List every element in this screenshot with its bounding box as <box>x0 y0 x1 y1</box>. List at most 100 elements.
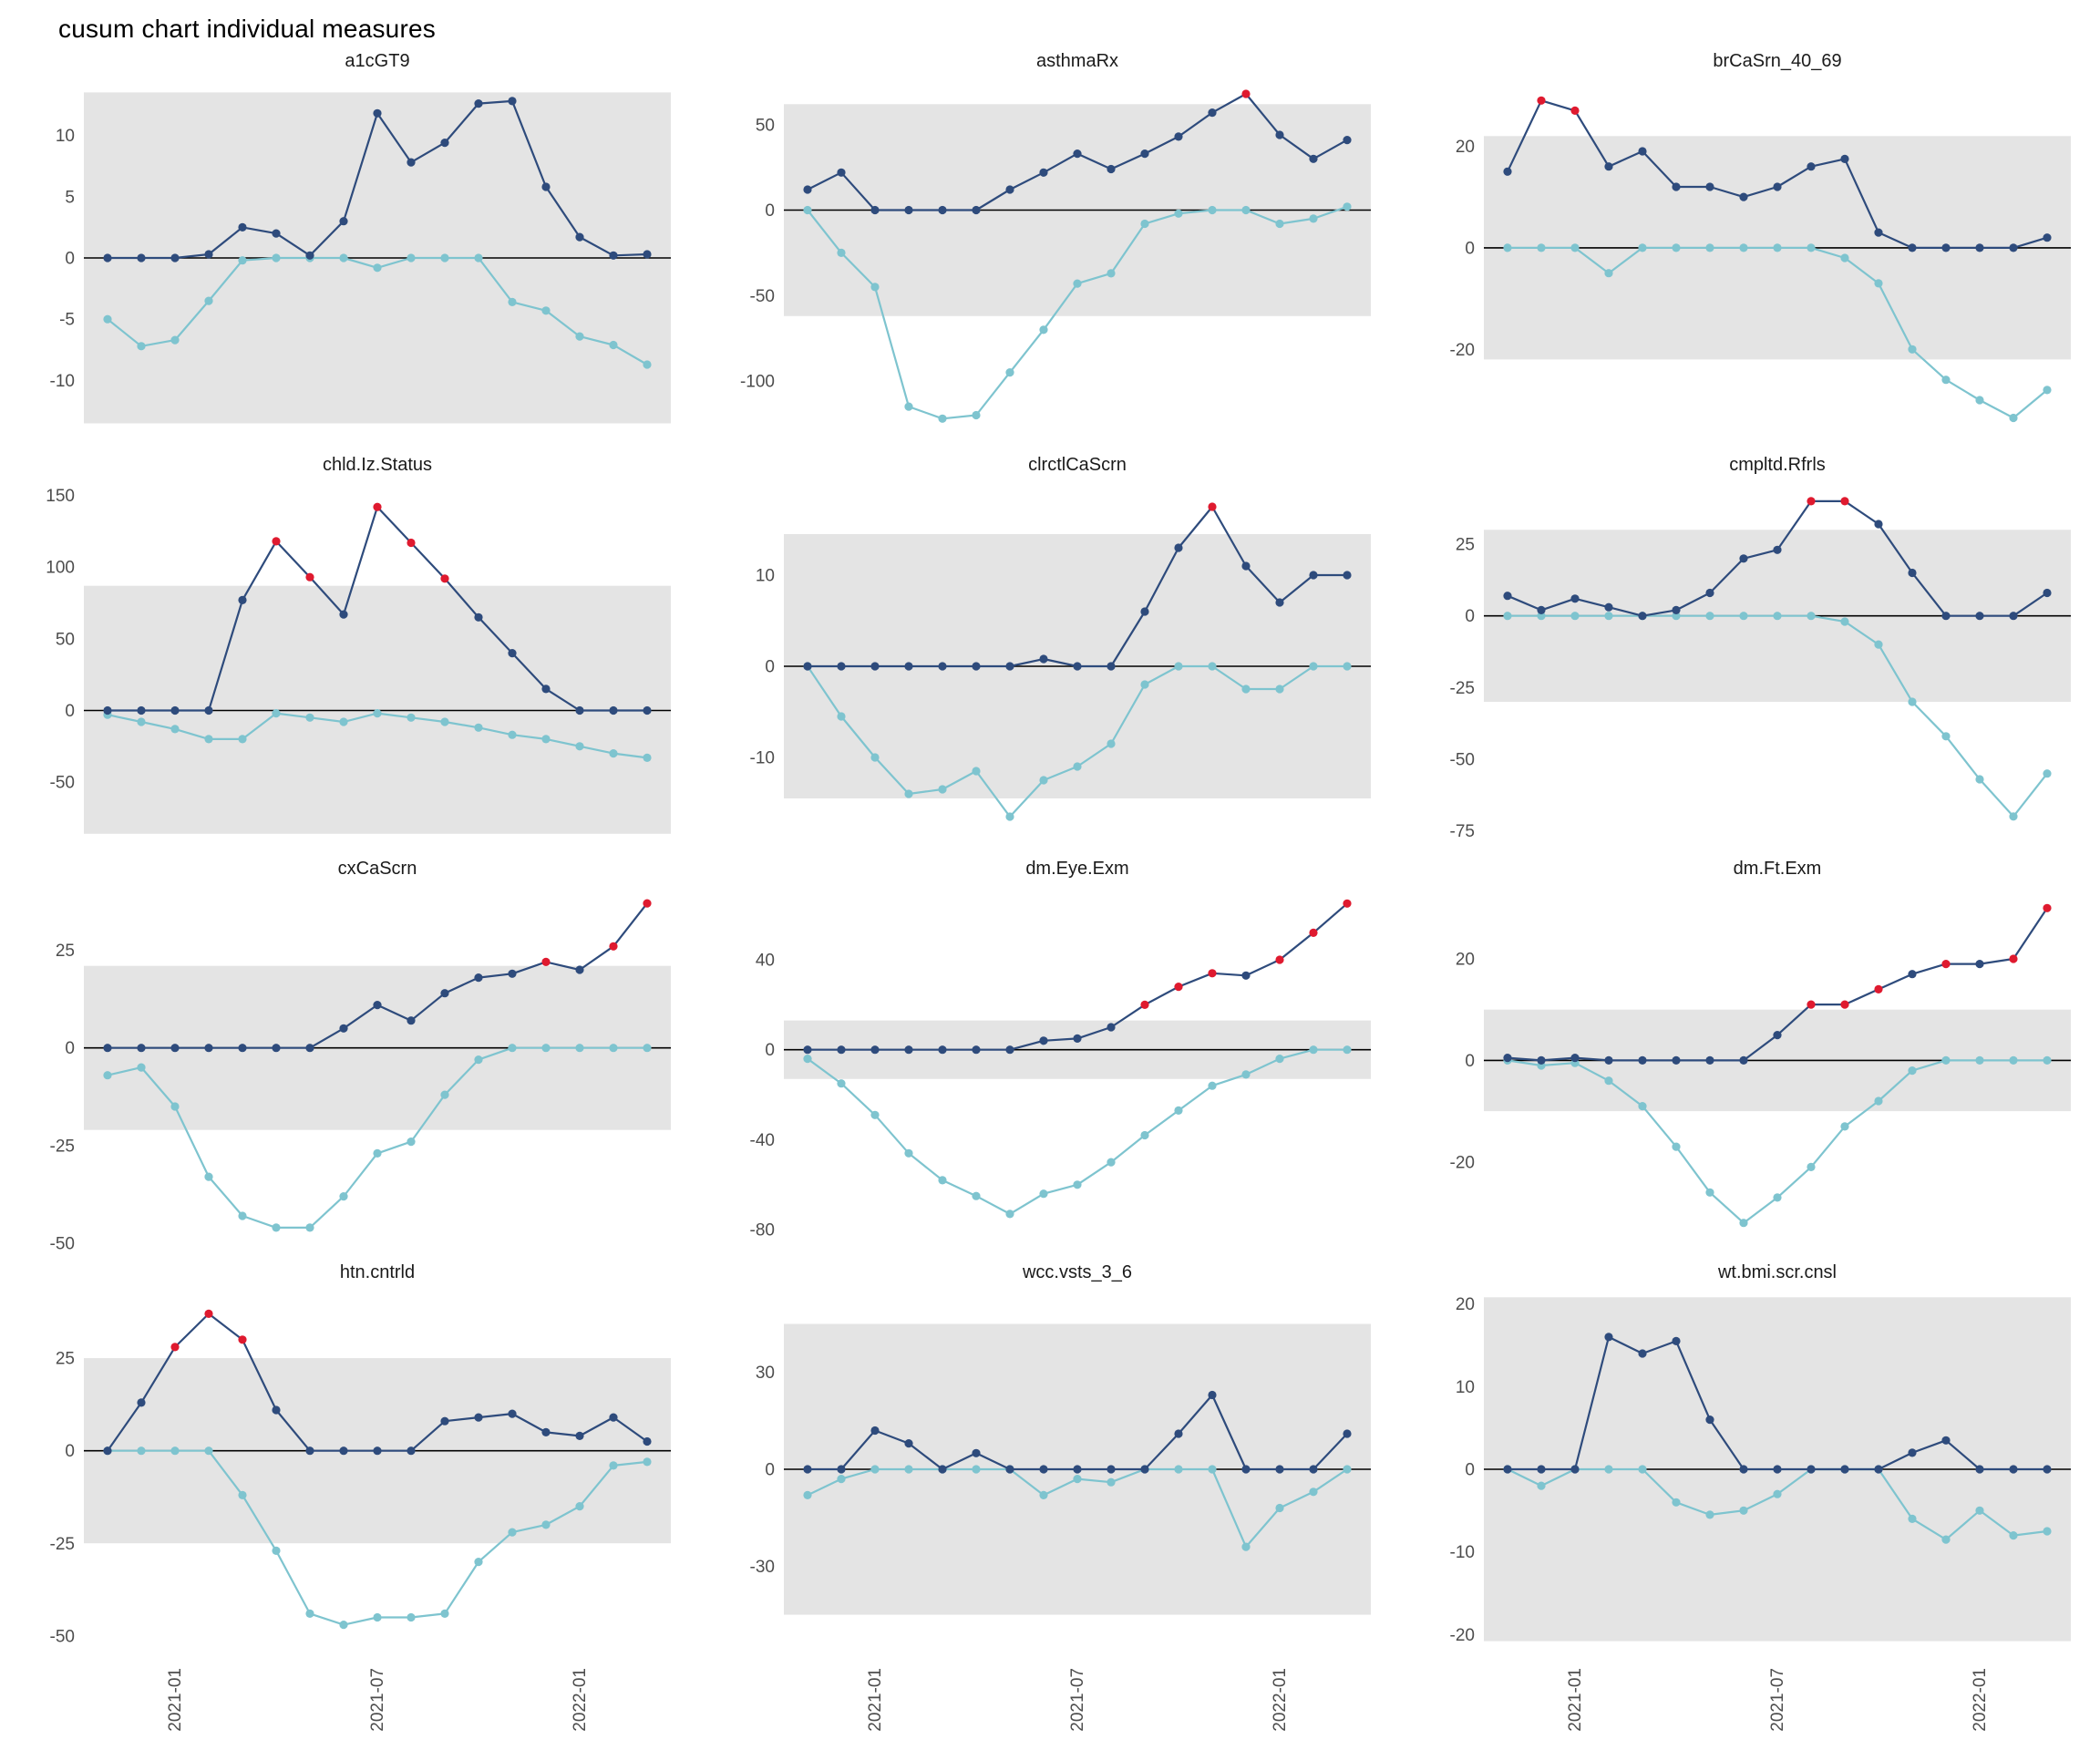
cusum-upper-point <box>137 1398 146 1407</box>
cusum-upper-point <box>339 1024 348 1033</box>
cusum-lower-point <box>1638 1465 1647 1474</box>
cusum-lower-point <box>1570 243 1580 252</box>
cusum-upper-point <box>440 989 449 998</box>
cusum-lower-point <box>204 1172 213 1181</box>
y-tick-label: -50 <box>1450 750 1475 769</box>
cusum-upper-point <box>870 205 880 215</box>
cusum-upper-point <box>938 662 947 671</box>
cusum-upper-point <box>1874 1465 1883 1474</box>
panel-title: wcc.vsts_3_6 <box>1022 1262 1132 1282</box>
cusum-upper-point <box>1908 568 1917 578</box>
y-tick-label: -30 <box>750 1558 775 1577</box>
cusum-lower-point <box>541 735 551 744</box>
cusum-lower-point <box>272 253 281 262</box>
panel-dm-ft-exm: dm.Ft.Exm 20 0 -20 <box>1400 855 2100 1259</box>
y-tick-label: 25 <box>1456 536 1475 555</box>
cusum-upper-point <box>541 685 551 694</box>
cusum-upper-point <box>2043 588 2052 598</box>
cusum-upper-point <box>1343 571 1352 580</box>
panel-title: brCaSrn_40_69 <box>1713 51 1841 71</box>
cusum-upper-point <box>137 705 146 715</box>
y-tick-label: -50 <box>50 1627 75 1646</box>
cusum-upper-point <box>1309 154 1318 163</box>
cusum-upper-point <box>1672 1336 1681 1345</box>
cusum-upper-point <box>103 1044 112 1053</box>
cusum-upper-signal-point <box>1807 497 1816 506</box>
cusum-lower-point <box>1908 1514 1917 1523</box>
cusum-upper-point <box>373 1446 382 1456</box>
cusum-upper-point <box>1773 1031 1782 1040</box>
cusum-lower-point <box>837 1079 846 1088</box>
cusum-upper-point <box>837 1045 846 1055</box>
cusum-lower-point <box>1975 1506 1984 1515</box>
cusum-lower-point <box>339 253 348 262</box>
cusum-lower-point <box>272 1546 281 1555</box>
cusum-upper-point <box>1039 1465 1048 1474</box>
cusum-chart-wcc-vsts-3-6: wcc.vsts_3_6 30 0 -30 <box>750 1262 1371 1615</box>
cusum-upper-signal-point <box>541 957 551 966</box>
cusum-lower-point <box>1840 1122 1849 1131</box>
x-tick-label: 2021-01 <box>166 1668 185 1732</box>
y-tick-label: -20 <box>1450 341 1475 360</box>
cusum-lower-point <box>575 1044 584 1053</box>
cusum-upper-point <box>1604 1333 1613 1342</box>
y-tick-label: 0 <box>1465 1461 1475 1480</box>
y-tick-label: -25 <box>1450 679 1475 698</box>
cusum-upper-point <box>1537 1055 1546 1065</box>
cusum-lower-point <box>1174 1465 1183 1474</box>
cusum-upper-point <box>1503 167 1512 176</box>
cusum-lower-point <box>2009 1531 2018 1540</box>
cusum-lower-point <box>1672 1142 1681 1151</box>
cusum-lower-point <box>272 709 281 718</box>
cusum-upper-point <box>204 250 213 259</box>
y-tick-label: 0 <box>65 250 75 269</box>
cusum-upper-point <box>508 649 517 658</box>
y-tick-label: -20 <box>1450 1153 1475 1172</box>
cusum-lower-point <box>1705 1510 1714 1519</box>
cusum-lower-point <box>972 767 981 776</box>
cusum-upper-point <box>440 139 449 148</box>
cusum-upper-point <box>508 969 517 978</box>
y-tick-label: -50 <box>50 774 75 793</box>
page-title: cusum chart individual measures <box>58 15 436 43</box>
x-tick-label: 2022-01 <box>1271 1668 1290 1732</box>
cusum-lower-point <box>339 1192 348 1201</box>
x-tick-label: 2021-07 <box>368 1668 387 1732</box>
cusum-upper-point <box>541 1427 551 1436</box>
cusum-lower-point <box>1107 269 1116 278</box>
cusum-upper-point <box>1005 185 1014 194</box>
cusum-upper-point <box>1672 605 1681 614</box>
cusum-lower-point <box>103 1071 112 1080</box>
cusum-upper-point <box>1604 602 1613 612</box>
cusum-lower-point <box>373 709 382 718</box>
cusum-chart-wt-bmi-scr-cnsl: wt.bmi.scr.cnsl 20 10 0 -10 -20 <box>1450 1262 2071 1645</box>
panel-title: clrctlCaScrn <box>1028 455 1127 475</box>
panel-title: asthmaRx <box>1036 51 1118 71</box>
cusum-upper-point <box>407 1016 416 1025</box>
cusum-upper-point <box>904 205 913 215</box>
cusum-upper-point <box>1874 228 1883 237</box>
cusum-upper-point <box>1705 588 1714 598</box>
cusum-upper-point <box>1107 1465 1116 1474</box>
cusum-lower-point <box>103 314 112 324</box>
y-tick-label: -50 <box>50 1235 75 1254</box>
cusum-upper-signal-point <box>2009 954 2018 963</box>
cusum-upper-point <box>508 97 517 106</box>
y-tick-label: 20 <box>1456 1295 1475 1314</box>
y-tick-label: 0 <box>1465 239 1475 258</box>
cusum-lower-point <box>339 717 348 726</box>
cusum-upper-point <box>204 705 213 715</box>
cusum-upper-point <box>904 662 913 671</box>
cusum-upper-point <box>1073 1465 1082 1474</box>
cusum-upper-signal-point <box>1840 1000 1849 1009</box>
cusum-upper-point <box>474 973 483 983</box>
cusum-lower-point <box>1537 1481 1546 1490</box>
cusum-lower-point <box>1941 376 1951 385</box>
y-tick-label: 0 <box>1465 1052 1475 1071</box>
cusum-lower-point <box>440 253 449 262</box>
y-tick-label: 0 <box>765 1041 775 1060</box>
cusum-lower-point <box>407 1612 416 1622</box>
cusum-upper-point <box>1073 662 1082 671</box>
cusum-upper-point <box>1705 1055 1714 1065</box>
cusum-lower-point <box>137 1446 146 1456</box>
